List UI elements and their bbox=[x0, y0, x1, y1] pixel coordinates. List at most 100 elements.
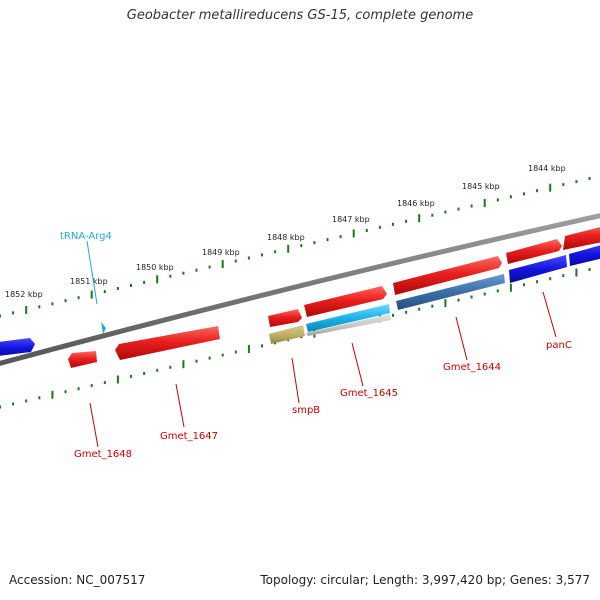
gene-label-smpb: smpB bbox=[292, 405, 320, 416]
gene-label-gmet-1648: Gmet_1648 bbox=[74, 449, 132, 460]
minor-tick bbox=[234, 259, 237, 263]
genome-stats-text: Topology: circular; Length: 3,997,420 bp… bbox=[260, 573, 590, 587]
gmet-1648-label-line bbox=[89, 402, 99, 448]
minor-tick bbox=[549, 277, 552, 281]
minor-tick bbox=[12, 402, 15, 406]
gene-arrow-smpb-upper[interactable] bbox=[268, 309, 302, 327]
gene-arrow-gmet-1645-grey[interactable] bbox=[306, 314, 391, 336]
minor-tick bbox=[77, 296, 80, 300]
minor-tick bbox=[169, 274, 172, 278]
major-tick bbox=[51, 390, 54, 399]
minor-tick bbox=[261, 344, 263, 348]
minor-tick bbox=[12, 311, 15, 315]
gene-arrow-panc-upper[interactable] bbox=[506, 239, 562, 264]
minor-tick bbox=[431, 213, 434, 217]
minor-tick bbox=[378, 225, 381, 229]
minor-tick bbox=[392, 222, 394, 226]
outer-tick-row bbox=[0, 177, 591, 318]
minor-tick bbox=[418, 307, 421, 311]
minor-tick bbox=[38, 305, 41, 309]
minor-tick bbox=[405, 310, 408, 314]
major-tick bbox=[418, 214, 421, 223]
major-tick bbox=[116, 375, 119, 384]
gene-arrow-gmet-1645-upper[interactable] bbox=[304, 286, 387, 317]
gene-arrow-gmet-1647[interactable] bbox=[115, 326, 220, 360]
minor-tick bbox=[195, 268, 198, 272]
minor-tick bbox=[143, 371, 146, 375]
major-tick bbox=[247, 345, 250, 353]
kbp-label-1850: 1850 kbp bbox=[136, 263, 174, 272]
minor-tick bbox=[156, 368, 159, 372]
reverse-strand-genes bbox=[0, 242, 600, 368]
gene-label-gmet-1647: Gmet_1647 bbox=[160, 431, 218, 442]
gene-label-lines bbox=[89, 291, 557, 448]
minor-tick bbox=[588, 177, 591, 180]
minor-tick bbox=[575, 180, 578, 184]
forward-strand-genes bbox=[268, 224, 600, 327]
gmet-1647-label-line bbox=[175, 383, 185, 428]
minor-tick bbox=[169, 365, 172, 369]
major-tick bbox=[90, 290, 93, 299]
gene-arrow-gmet-1645-cyan[interactable] bbox=[306, 304, 390, 332]
major-tick bbox=[509, 283, 512, 292]
minor-tick bbox=[51, 302, 54, 306]
gene-arrow-gmet-1644[interactable] bbox=[396, 274, 505, 310]
kbp-ruler-labels: 1852 kbp 1851 kbp 1850 kbp 1849 kbp 1848… bbox=[5, 164, 566, 299]
minor-tick bbox=[562, 183, 565, 187]
minor-tick bbox=[130, 374, 132, 378]
trna-marker-icon[interactable] bbox=[101, 322, 106, 334]
major-tick bbox=[25, 305, 28, 314]
minor-tick bbox=[483, 292, 486, 296]
minor-tick bbox=[208, 356, 211, 360]
minor-tick bbox=[326, 238, 329, 242]
minor-tick bbox=[313, 241, 316, 245]
gene-arrow-right-edge-blue[interactable] bbox=[569, 242, 600, 266]
minor-tick bbox=[261, 253, 263, 257]
minor-tick bbox=[339, 235, 342, 239]
minor-tick bbox=[509, 195, 512, 199]
gmet-1644-label-line bbox=[455, 316, 468, 361]
minor-tick bbox=[130, 283, 132, 287]
minor-tick bbox=[405, 219, 408, 223]
minor-tick bbox=[536, 189, 539, 193]
major-tick bbox=[483, 199, 486, 207]
gene-arrow-gmet-1644-upper[interactable] bbox=[393, 256, 502, 295]
accession-text: Accession: NC_007517 bbox=[9, 573, 146, 587]
kbp-label-1847: 1847 kbp bbox=[332, 215, 370, 224]
minor-tick bbox=[247, 256, 250, 260]
gene-arrow-left-edge-blue[interactable] bbox=[0, 338, 35, 357]
minor-tick bbox=[0, 405, 1, 409]
minor-tick bbox=[234, 350, 237, 354]
genome-title: Geobacter metallireducens GS-15, complet… bbox=[126, 8, 474, 23]
minor-tick bbox=[182, 271, 185, 275]
gene-arrow-panc[interactable] bbox=[509, 255, 567, 283]
minor-tick bbox=[457, 207, 460, 211]
major-tick bbox=[444, 299, 447, 308]
gene-arrow-smpb[interactable] bbox=[269, 325, 305, 344]
gene-arrow-gmet-1648[interactable] bbox=[68, 351, 97, 368]
minor-tick bbox=[496, 198, 499, 202]
minor-tick bbox=[103, 290, 106, 294]
kbp-label-1849: 1849 kbp bbox=[202, 248, 240, 257]
gmet-1645-label-line bbox=[351, 342, 364, 387]
minor-tick bbox=[143, 280, 146, 284]
major-tick bbox=[549, 183, 552, 192]
genome-backbone bbox=[0, 213, 600, 366]
smpb-label-line bbox=[291, 357, 300, 404]
minor-tick bbox=[103, 381, 106, 385]
gene-labels: Gmet_1648 Gmet_1647 smpB Gmet_1645 Gmet_… bbox=[74, 340, 572, 460]
minor-tick bbox=[64, 390, 67, 394]
minor-tick bbox=[38, 396, 41, 400]
kbp-label-1851: 1851 kbp bbox=[70, 277, 108, 286]
minor-tick bbox=[221, 353, 224, 357]
minor-tick bbox=[274, 250, 277, 254]
minor-tick bbox=[536, 280, 539, 284]
minor-tick bbox=[523, 283, 525, 287]
gene-arrow-right-edge-upper[interactable] bbox=[563, 224, 600, 250]
gene-label-panc: panC bbox=[546, 340, 572, 351]
minor-tick bbox=[457, 298, 460, 302]
minor-tick bbox=[496, 289, 499, 293]
major-tick bbox=[182, 360, 185, 369]
minor-tick bbox=[523, 192, 525, 196]
minor-tick bbox=[588, 268, 591, 271]
